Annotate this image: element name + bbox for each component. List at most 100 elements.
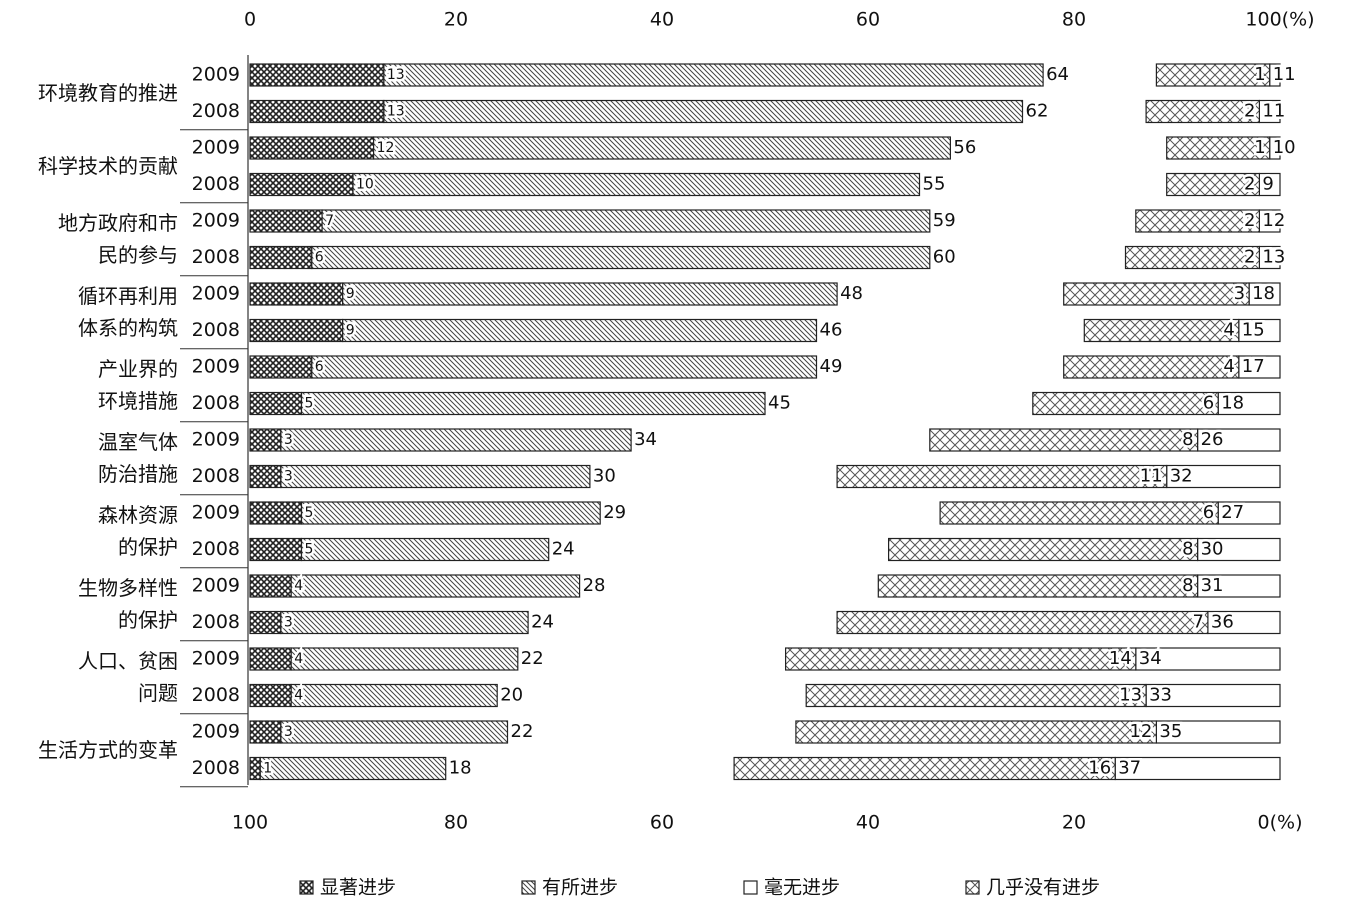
legend-swatch [965, 880, 980, 895]
y-tick-label: 2009 [192, 721, 240, 743]
value-label: 18 [1221, 393, 1244, 414]
y-tick-label: 2008 [192, 392, 240, 414]
group-label: 人口、贫困 问题 [78, 649, 178, 706]
value-label: 5 [305, 396, 314, 412]
value-label: 56 [953, 137, 976, 158]
value-label: 4 [1223, 320, 1234, 341]
group-label: 环境教育的推进 [38, 81, 178, 106]
bar-segment [1063, 282, 1250, 306]
bar-segment [321, 209, 931, 233]
y-tick-label: 2008 [192, 100, 240, 122]
bar-segment [939, 501, 1219, 525]
legend-swatch [299, 880, 314, 895]
bar-segment [1063, 355, 1240, 379]
bar-segment [249, 428, 282, 452]
bar-segment [249, 574, 292, 598]
bar-segment [1166, 136, 1271, 160]
value-label: 11 [1262, 101, 1285, 122]
value-label: 30 [1201, 539, 1224, 560]
bar-segment [795, 720, 1158, 744]
value-label: 6 [1203, 502, 1214, 523]
value-label: 31 [1201, 575, 1224, 596]
bar-segment [383, 99, 1024, 124]
bar-segment [1145, 99, 1260, 124]
bar-segment [280, 720, 509, 744]
value-label: 62 [1026, 101, 1049, 122]
value-label: 24 [552, 539, 575, 560]
value-label: 3 [284, 469, 293, 485]
y-tick-label: 2009 [192, 502, 240, 524]
group-label: 循环再利用 体系的构筑 [78, 284, 178, 341]
value-label: 12 [377, 140, 395, 156]
bar-segment [249, 63, 385, 87]
bar-segment [311, 245, 931, 270]
legend-swatch [743, 880, 758, 895]
value-label: 2 [1244, 174, 1255, 195]
bar-segment [249, 610, 282, 635]
x-tick-label: 0 [244, 9, 256, 31]
x-tick-label: 20 [444, 9, 468, 31]
value-label: 1 [1254, 137, 1265, 158]
value-label: 29 [603, 502, 626, 523]
value-label: 33 [1149, 685, 1172, 706]
value-label: 8 [1182, 429, 1193, 450]
value-label: 35 [1159, 721, 1182, 742]
bar-segment [836, 610, 1209, 635]
y-tick-label: 2009 [192, 64, 240, 86]
bar-segment [352, 172, 921, 197]
value-label: 5 [305, 505, 314, 521]
bar-segment [1155, 63, 1271, 87]
value-label: 20 [500, 685, 523, 706]
value-label: 2 [1244, 210, 1255, 231]
value-label: 5 [305, 542, 314, 558]
bar-segment [300, 537, 550, 562]
value-label: 55 [923, 174, 946, 195]
bar-segment [249, 209, 323, 233]
value-label: 3 [284, 615, 293, 631]
legend-label: 显著进步 [320, 877, 396, 899]
bar-segment [877, 574, 1199, 598]
value-label: 4 [294, 651, 303, 667]
value-label: 9 [346, 286, 355, 302]
y-tick-label: 2008 [192, 684, 240, 706]
x-tick-label: 60 [856, 9, 880, 31]
value-label: 10 [1273, 137, 1296, 158]
bar-segment [249, 720, 282, 744]
legend-swatch [521, 880, 536, 895]
value-label: 37 [1118, 758, 1141, 779]
y-tick-label: 2008 [192, 465, 240, 487]
value-label: 22 [521, 648, 544, 669]
value-label: 4 [294, 688, 303, 704]
bar-segment [836, 464, 1168, 489]
value-label: 6 [315, 359, 324, 375]
group-label: 产业界的 环境措施 [98, 357, 178, 414]
y-tick-label: 2008 [192, 611, 240, 633]
bar-segment [249, 355, 313, 379]
bar-segment [887, 537, 1199, 562]
value-label: 46 [820, 320, 843, 341]
value-label: 34 [634, 429, 657, 450]
value-label: 27 [1221, 502, 1244, 523]
value-label: 64 [1046, 64, 1069, 85]
bar-segment [290, 647, 519, 671]
bar-segment [249, 537, 303, 562]
value-label: 2 [1244, 247, 1255, 268]
x2-tick-label: 40 [856, 812, 880, 834]
y-tick-label: 2009 [192, 429, 240, 451]
y-tick-label: 2009 [192, 210, 240, 232]
value-label: 49 [820, 356, 843, 377]
x-tick-label: 80 [1062, 9, 1086, 31]
bar-segment [249, 172, 354, 197]
bar-segment [733, 756, 1116, 781]
y-tick-label: 2008 [192, 757, 240, 779]
bar-segment [249, 282, 344, 306]
value-label: 22 [511, 721, 534, 742]
bar-segment [249, 647, 292, 671]
value-label: 7 [1192, 612, 1203, 633]
bar-segment [383, 63, 1044, 87]
bar-segment [249, 464, 282, 489]
bar-segment [280, 610, 529, 635]
group-label: 森林资源 的保护 [98, 503, 178, 560]
value-label: 26 [1201, 429, 1224, 450]
